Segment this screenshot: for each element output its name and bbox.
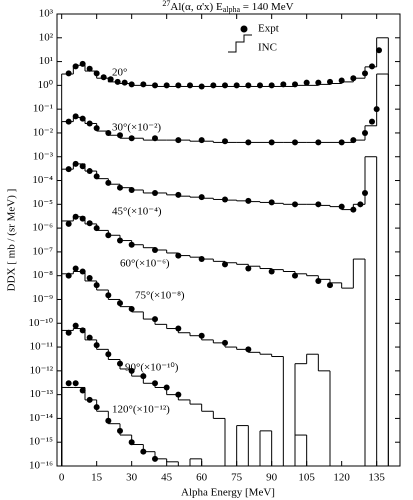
y-tick-label: 10⁻¹⁵ [29,436,53,448]
legend-label: INC [258,42,277,54]
y-tick-label: 10⁻² [33,126,54,138]
y-tick-label: 10³ [39,8,54,20]
title-reaction: Al(α, α'x) E [170,1,223,13]
x-tick-label: 30 [126,472,138,484]
data-point [187,82,193,89]
data-point [369,63,375,70]
y-tick-label: 10⁰ [38,79,54,91]
data-point [140,81,147,88]
legend-step [228,34,252,53]
y-axis-label: DDX [ mb / (sr MeV) ] [6,189,18,292]
data-point [198,137,205,144]
title-mass: 27 [162,0,170,8]
y-tick-label: 10⁻¹² [30,364,54,376]
annotation: 30°(×10⁻²) [112,122,161,134]
x-tick-label: 45 [161,472,173,484]
data-point [303,79,310,86]
y-tick-label: 10⁻⁸ [32,269,53,281]
data-point [222,82,228,89]
annotation: 45°(×10⁻⁴) [112,206,162,218]
annotation: 75°(×10⁻⁸) [135,290,185,302]
y-tick-label: 10¹ [39,55,53,67]
data-point [86,274,93,281]
x-tick-label: 60 [196,472,208,484]
y-tick-label: 10² [39,31,54,43]
data-point [210,82,217,89]
data-point [245,82,252,89]
data-point [86,65,93,72]
x-tick-label: 15 [91,472,103,484]
y-tick-label: 10⁻¹⁴ [29,412,53,424]
legend-label: Expt [258,23,279,35]
y-tick-label: 10⁻¹⁰ [28,317,53,329]
data-point [72,265,79,272]
y-tick-label: 10⁻¹⁶ [29,460,53,472]
x-tick-label: 135 [368,472,385,484]
legend-marker [240,25,248,33]
y-tick-label: 10⁻⁴ [32,174,53,186]
data-point [121,79,128,86]
data-point [175,82,182,89]
y-tick-label: 10⁻⁷ [32,245,53,257]
data-point [72,380,79,387]
plot-frame [56,13,401,467]
data-point [280,81,287,88]
y-tick-label: 10⁻⁶ [32,222,53,234]
chart-title: 27Al(α, α'x) Ealpha = 140 MeV [162,0,293,14]
x-tick-label: 120 [333,472,350,484]
data-point [369,118,375,125]
y-tick-label: 10⁻³ [33,150,54,162]
data-point [65,329,72,336]
data-point [65,70,72,77]
data-point [376,47,382,54]
y-tick-label: 10⁻¹ [33,103,53,115]
data-point [268,82,275,89]
data-point [65,220,72,227]
x-tick-label: 90 [266,472,278,484]
data-point [257,82,263,89]
data-point [72,322,79,329]
data-point [79,163,86,170]
title-energy: = 140 MeV [240,1,294,13]
data-point [292,81,298,88]
data-point [100,74,107,81]
data-point [107,76,114,83]
annotation: 60°(×10⁻⁶) [120,258,170,270]
data-point [86,220,93,227]
annotation: 90°(×10⁻¹⁰) [125,362,179,374]
data-point [233,82,240,89]
data-point [222,138,228,145]
y-tick-label: 10⁻⁵ [32,198,53,210]
title-sub: alpha [223,5,241,14]
data-point [245,265,252,272]
data-point [79,387,86,394]
x-tick-label: 75 [231,472,243,484]
x-axis-label: Alpha Energy [MeV] [181,487,275,499]
data-point [327,282,333,289]
data-point [163,82,170,89]
x-tick-label: 105 [298,472,315,484]
y-tick-label: 10⁻⁹ [32,293,53,305]
y-tick-label: 10⁻¹³ [30,388,54,400]
data-point [65,380,72,387]
y-tick-label: 10⁻¹¹ [30,341,53,353]
annotation: 120°(×10⁻¹²) [112,404,170,416]
annotation: 20° [112,67,127,79]
legend: Expt INC [228,23,279,54]
x-tick-label: 0 [59,472,65,484]
data-point [86,334,93,341]
